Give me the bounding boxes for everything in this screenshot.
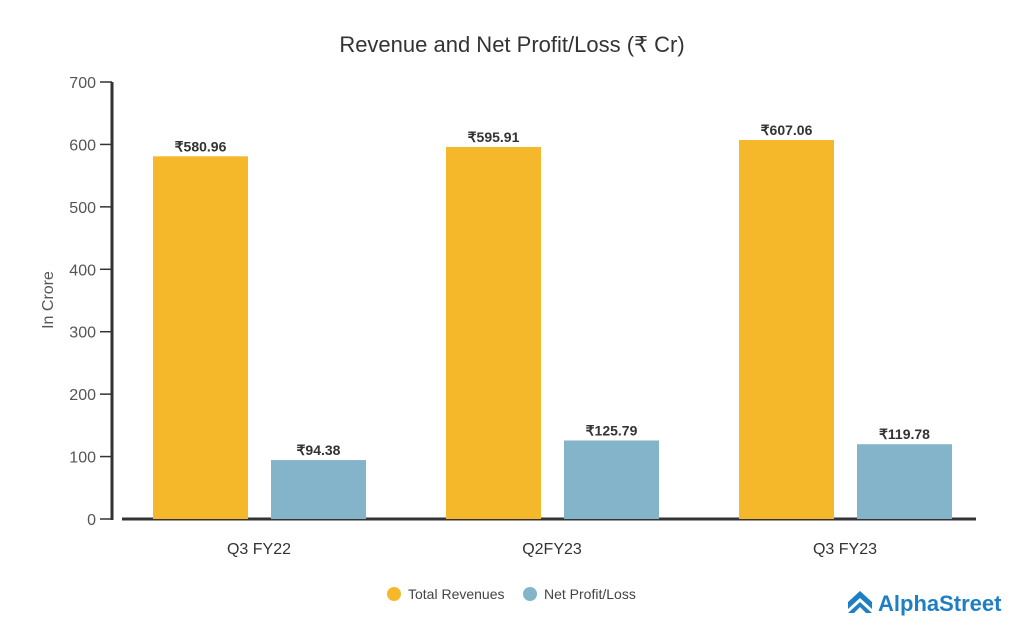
legend-label: Total Revenues	[408, 586, 505, 602]
data-label: ₹580.96	[175, 138, 227, 154]
bar-total-revenues-1	[446, 146, 541, 519]
y-tick-label: 600	[69, 137, 96, 154]
alphastreet-logo-icon	[848, 591, 872, 613]
legend-swatch	[387, 587, 401, 601]
alphastreet-logo-text: AlphaStreet	[878, 591, 1002, 616]
data-label: ₹607.06	[761, 122, 813, 138]
x-tick-label: Q3 FY22	[227, 541, 291, 558]
data-label: ₹94.38	[297, 442, 341, 458]
bar-net-profit-loss-1	[564, 440, 659, 519]
y-tick-label: 300	[69, 325, 96, 342]
y-tick-label: 700	[69, 75, 96, 92]
data-label: ₹125.79	[586, 422, 638, 438]
y-axis-label: In Crore	[40, 271, 57, 329]
alphastreet-logo: AlphaStreet	[848, 591, 1002, 616]
legend-label: Net Profit/Loss	[544, 586, 636, 602]
data-label: ₹595.91	[468, 129, 520, 145]
bar-net-profit-loss-0	[271, 460, 366, 519]
data-label: ₹119.78	[879, 426, 930, 442]
y-tick-label: 500	[69, 200, 96, 217]
legend-swatch	[523, 587, 537, 601]
bar-total-revenues-2	[739, 140, 834, 519]
y-tick-label: 400	[69, 262, 96, 279]
bar-total-revenues-0	[153, 156, 248, 519]
y-tick-label: 100	[69, 450, 96, 467]
bar-net-profit-loss-2	[857, 444, 952, 519]
y-tick-label: 0	[87, 512, 96, 529]
x-tick-label: Q3 FY23	[813, 541, 877, 558]
chart-title: Revenue and Net Profit/Loss (₹ Cr)	[339, 32, 684, 57]
x-tick-label: Q2FY23	[522, 541, 582, 558]
y-tick-label: 200	[69, 387, 96, 404]
